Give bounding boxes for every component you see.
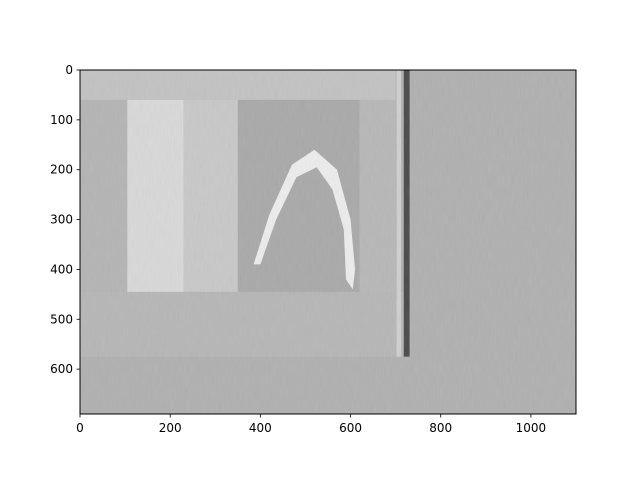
y-axis: 0 100 200 300 400 500 600 [50,63,80,376]
y-tick-label: 300 [50,213,73,227]
y-tick-label: 100 [50,113,73,127]
x-tick-label: 600 [339,421,362,435]
x-tick-label: 400 [249,421,272,435]
y-tick-label: 0 [65,63,73,77]
x-tick-label: 1000 [516,421,547,435]
y-tick-label: 500 [50,312,73,326]
y-tick-label: 600 [50,362,73,376]
plot-frame [79,69,577,415]
x-tick-label: 200 [159,421,182,435]
y-tick-label: 200 [50,163,73,177]
noise-overlay [80,70,576,414]
y-tick-label: 400 [50,262,73,276]
x-tick-label: 0 [76,421,84,435]
x-tick-label: 800 [429,421,452,435]
x-axis: 0 200 400 600 800 1000 [76,414,546,435]
